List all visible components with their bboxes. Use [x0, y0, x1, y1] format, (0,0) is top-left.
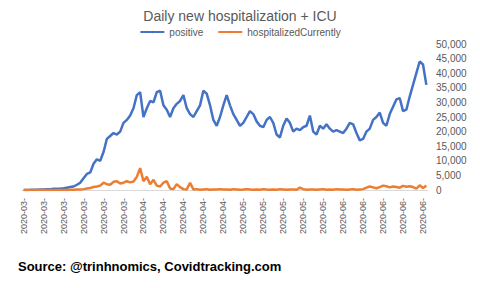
svg-text:2020-04-: 2020-04-: [218, 198, 228, 234]
svg-text:30,000: 30,000: [436, 97, 467, 108]
svg-text:2020-05-: 2020-05-: [238, 198, 248, 234]
svg-text:2020-06-: 2020-06-: [398, 198, 408, 234]
svg-text:20,000: 20,000: [436, 126, 467, 137]
svg-text:2020-04-: 2020-04-: [198, 198, 208, 234]
svg-text:hospitalizedCurrently: hospitalizedCurrently: [247, 27, 340, 38]
svg-text:2020-03-: 2020-03-: [99, 198, 109, 234]
svg-text:2020-04-: 2020-04-: [178, 198, 188, 234]
svg-text:2020-06-: 2020-06-: [378, 198, 388, 234]
svg-text:Source: @trinhnomics, Covidtra: Source: @trinhnomics, Covidtracking.com: [18, 259, 281, 274]
svg-text:positive: positive: [169, 27, 203, 38]
svg-text:2020-05-: 2020-05-: [298, 198, 308, 234]
svg-text:2020-05-: 2020-05-: [318, 198, 328, 234]
svg-text:0: 0: [436, 185, 442, 196]
svg-text:2020-06-: 2020-06-: [358, 198, 368, 234]
svg-text:10,000: 10,000: [436, 155, 467, 166]
svg-text:25,000: 25,000: [436, 112, 467, 123]
svg-text:2020-05-: 2020-05-: [258, 198, 268, 234]
svg-text:2020-03-: 2020-03-: [19, 198, 29, 234]
svg-text:2020-06-: 2020-06-: [338, 198, 348, 234]
svg-text:2020-04-: 2020-04-: [158, 198, 168, 234]
svg-text:2020-05-: 2020-05-: [278, 198, 288, 234]
svg-text:15,000: 15,000: [436, 141, 467, 152]
svg-text:2020-03-: 2020-03-: [59, 198, 69, 234]
svg-text:5,000: 5,000: [436, 170, 461, 181]
svg-text:2020-03-: 2020-03-: [119, 198, 129, 234]
svg-text:35,000: 35,000: [436, 82, 467, 93]
svg-text:2020-04-: 2020-04-: [138, 198, 148, 234]
svg-text:45,000: 45,000: [436, 53, 467, 64]
svg-text:2020-06-: 2020-06-: [418, 198, 428, 234]
svg-text:50,000: 50,000: [436, 39, 467, 50]
svg-text:2020-03-: 2020-03-: [39, 198, 49, 234]
svg-text:2020-03-: 2020-03-: [79, 198, 89, 234]
svg-text:Daily new hospitalization + IC: Daily new hospitalization + ICU: [143, 8, 336, 24]
svg-text:40,000: 40,000: [436, 68, 467, 79]
